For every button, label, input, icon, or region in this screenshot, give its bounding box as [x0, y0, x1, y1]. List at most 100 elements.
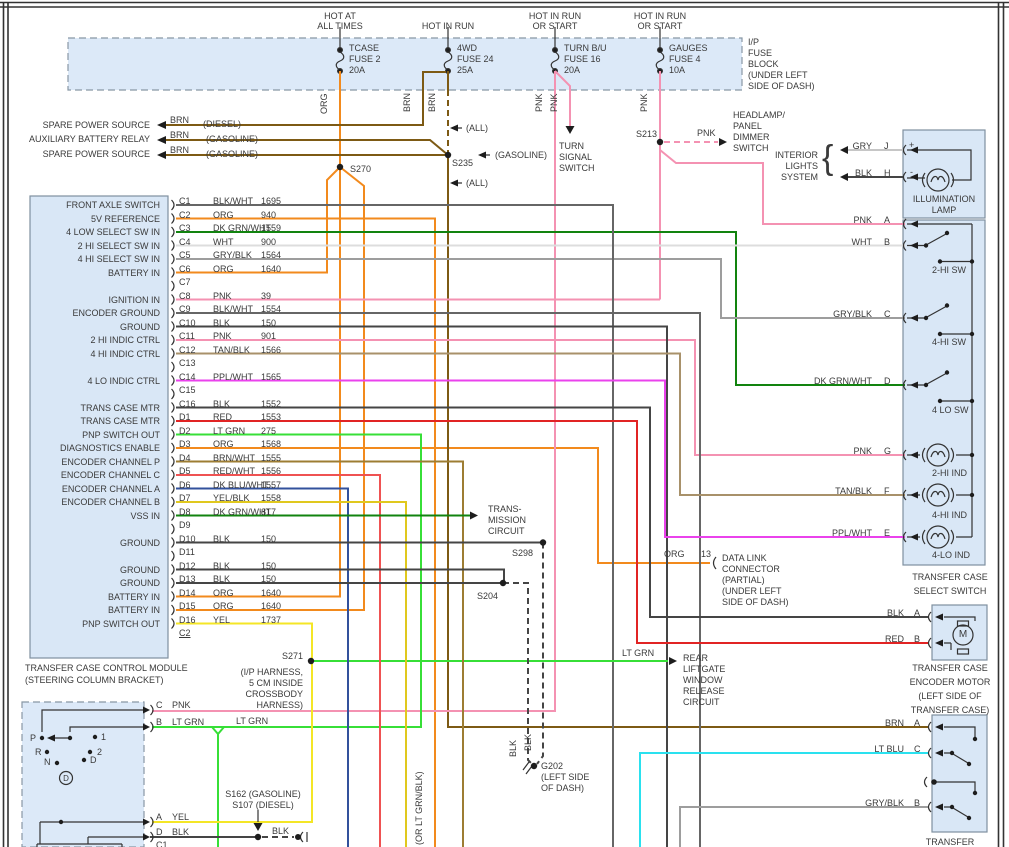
motor-letter: M: [958, 629, 968, 640]
s162-arrow: [253, 823, 263, 831]
splice-s271-note-3: CROSSBODY: [245, 689, 303, 699]
module-title-1: TRANSFER CASE CONTROL MODULE: [25, 663, 188, 673]
note-gasoline-2: (GASOLINE): [206, 149, 259, 159]
lamp-plus: +: [909, 140, 915, 150]
spare-power-source-gas: SPARE POWER SOURCE: [42, 149, 150, 159]
module-pin-id-D8-23: D8: [179, 506, 191, 517]
wire-color-brn-1: BRN: [170, 115, 190, 125]
prndl-pin-d: D: [156, 827, 163, 837]
module-pin-id-D9-24: D9: [179, 520, 191, 530]
illumination-lamp-pin-H-color: BLK: [854, 168, 872, 178]
transfer-case-switch-pin-A: A: [914, 718, 921, 728]
module-pin-id-D1-16: D1: [179, 412, 191, 422]
module-pin-circuit: 1554: [261, 304, 282, 314]
module-pin-color: DK GRN/WHT: [213, 223, 271, 233]
ip-fuse-block-label: BLOCK: [748, 59, 779, 69]
module-pin-id-C2-32: C2: [179, 628, 191, 638]
module-pin-signal: 5V REFERENCE: [90, 213, 160, 224]
wire-color-brn-rot-2: BRN: [427, 92, 437, 112]
module-pin-circuit: 1552: [261, 398, 282, 409]
fuse-symbols: [335, 27, 665, 74]
module-pin-id-D13-28: D13: [179, 574, 196, 584]
module-pin-circuit: 1640: [261, 601, 282, 611]
module-pin-signal: ENCODER CHANNEL B: [61, 497, 160, 507]
wire-gryblk-pin-b: [679, 806, 928, 847]
module-pin-color: PPL/WHT: [213, 371, 254, 382]
module-pin-id-C1-0: C1: [179, 196, 191, 206]
module-pin-circuit: 150: [261, 560, 277, 571]
wire-gauges-ignition: [176, 71, 661, 301]
motor-internal: [944, 616, 976, 650]
module-pin-id-C16-15: C16: [179, 398, 196, 409]
wire-d2-pnp: [152, 433, 422, 728]
prndl-pin-a-color: YEL: [172, 812, 190, 822]
transfer-case-switch-pin-A-color: BRN: [884, 718, 904, 728]
wire-color-blk-2: BLK: [272, 826, 290, 836]
wire-s235-brn-a: [447, 155, 928, 728]
wire-color-brn-3: BRN: [170, 145, 190, 155]
transfer-case-control-module-box: [29, 195, 169, 659]
prndl-pin-a: A: [156, 812, 163, 822]
module-pin-id-D16-31: D16: [179, 614, 196, 625]
module-pin-circuit: 1555: [261, 452, 282, 463]
module-pin-color: ORG: [213, 587, 234, 598]
fuse-3-power-line: HOT IN RUN: [633, 11, 687, 21]
transfer-case-select-switch-pin-G-color: PNK: [853, 446, 872, 456]
module-pin-color: BLK: [213, 574, 231, 584]
fuse-3-label-line: GAUGES: [669, 43, 708, 53]
module-pin-signal: BATTERY IN: [107, 267, 160, 278]
module-pin-id-D14-29: D14: [179, 587, 196, 598]
module-pin-id-C4-3: C4: [179, 236, 191, 247]
wire-c10-gnd: [176, 325, 668, 847]
prndl-pin-c: C: [156, 700, 163, 710]
splice-s107: S107 (DIESEL): [232, 800, 294, 810]
module-pin-color: GRY/BLK: [213, 250, 252, 260]
encoder-motor-box: [931, 604, 988, 661]
wire-d5-enc-c: [176, 474, 381, 847]
fuse-2-label-line: 20A: [564, 65, 581, 75]
wire-turn-signal: [554, 70, 571, 128]
data-link-connector-3: (PARTIAL): [722, 575, 765, 585]
module-pin-signal: GROUND: [120, 537, 160, 548]
module-pin-id-D4-19: D4: [179, 452, 191, 463]
module-pin-id-C8-7: C8: [179, 290, 191, 301]
wire-d7-enc-b: [176, 501, 407, 847]
fuse-2-power-line: OR START: [532, 21, 578, 31]
module-pin-id-C11-10: C11: [179, 331, 195, 341]
wires-group: [150, 70, 928, 847]
module-pin-color: DK BLU/WHT: [213, 479, 269, 490]
junction-dots: [39, 138, 978, 841]
module-pin-signal: 4 LO INDIC CTRL: [87, 375, 160, 386]
splice-s298-dot: [539, 539, 547, 546]
headlamp-dimmer-3: DIMMER: [733, 132, 770, 142]
gear-2: 2: [97, 747, 103, 757]
wire-c9-encoder-gnd: [176, 312, 701, 847]
module-pin-id-D3-18: D3: [179, 439, 191, 449]
wire-c12-pin-f: [176, 352, 905, 496]
splice-s271-dot: [307, 657, 315, 665]
module-pin-id-D10-25: D10: [179, 533, 196, 544]
module-pin-circuit: 150: [261, 533, 277, 544]
module-pin-id-D5-20: D5: [179, 466, 191, 476]
module-pin-signal: 4 LOW SELECT SW IN: [66, 227, 160, 237]
module-pin-id-C2-1: C2: [179, 209, 191, 220]
module-pin-signal: PNP SWITCH OUT: [82, 429, 160, 440]
transfer-switch-internal: [934, 726, 976, 818]
wire-c16-motor-a: [176, 406, 928, 618]
wire-ltblu-pin-c: [639, 752, 928, 847]
transfer-case-select-switch-pin-E-color: PPL/WHT: [831, 528, 872, 538]
fuse-3-label-line: FUSE 4: [669, 54, 701, 64]
gear-d-circled: D: [63, 774, 69, 783]
module-pin-id-D2-17: D2: [179, 425, 191, 436]
headlamp-dimmer-4: SWITCH: [733, 143, 769, 153]
module-pin-circuit: 901: [261, 331, 277, 341]
data-link-connector-1: DATA LINK: [722, 553, 767, 563]
module-pin-signal: PNP SWITCH OUT: [82, 618, 160, 629]
transfer-case-select-switch-pin-D-color: DK GRN/WHT: [814, 376, 872, 386]
ip-fuse-block-label: (UNDER LEFT: [748, 70, 808, 80]
module-pin-signal: GROUND: [120, 564, 160, 575]
module-pin-signal: VSS IN: [130, 510, 160, 521]
splice-s235-dot: [444, 151, 452, 159]
fuse-1-label-line: FUSE 24: [457, 54, 494, 64]
